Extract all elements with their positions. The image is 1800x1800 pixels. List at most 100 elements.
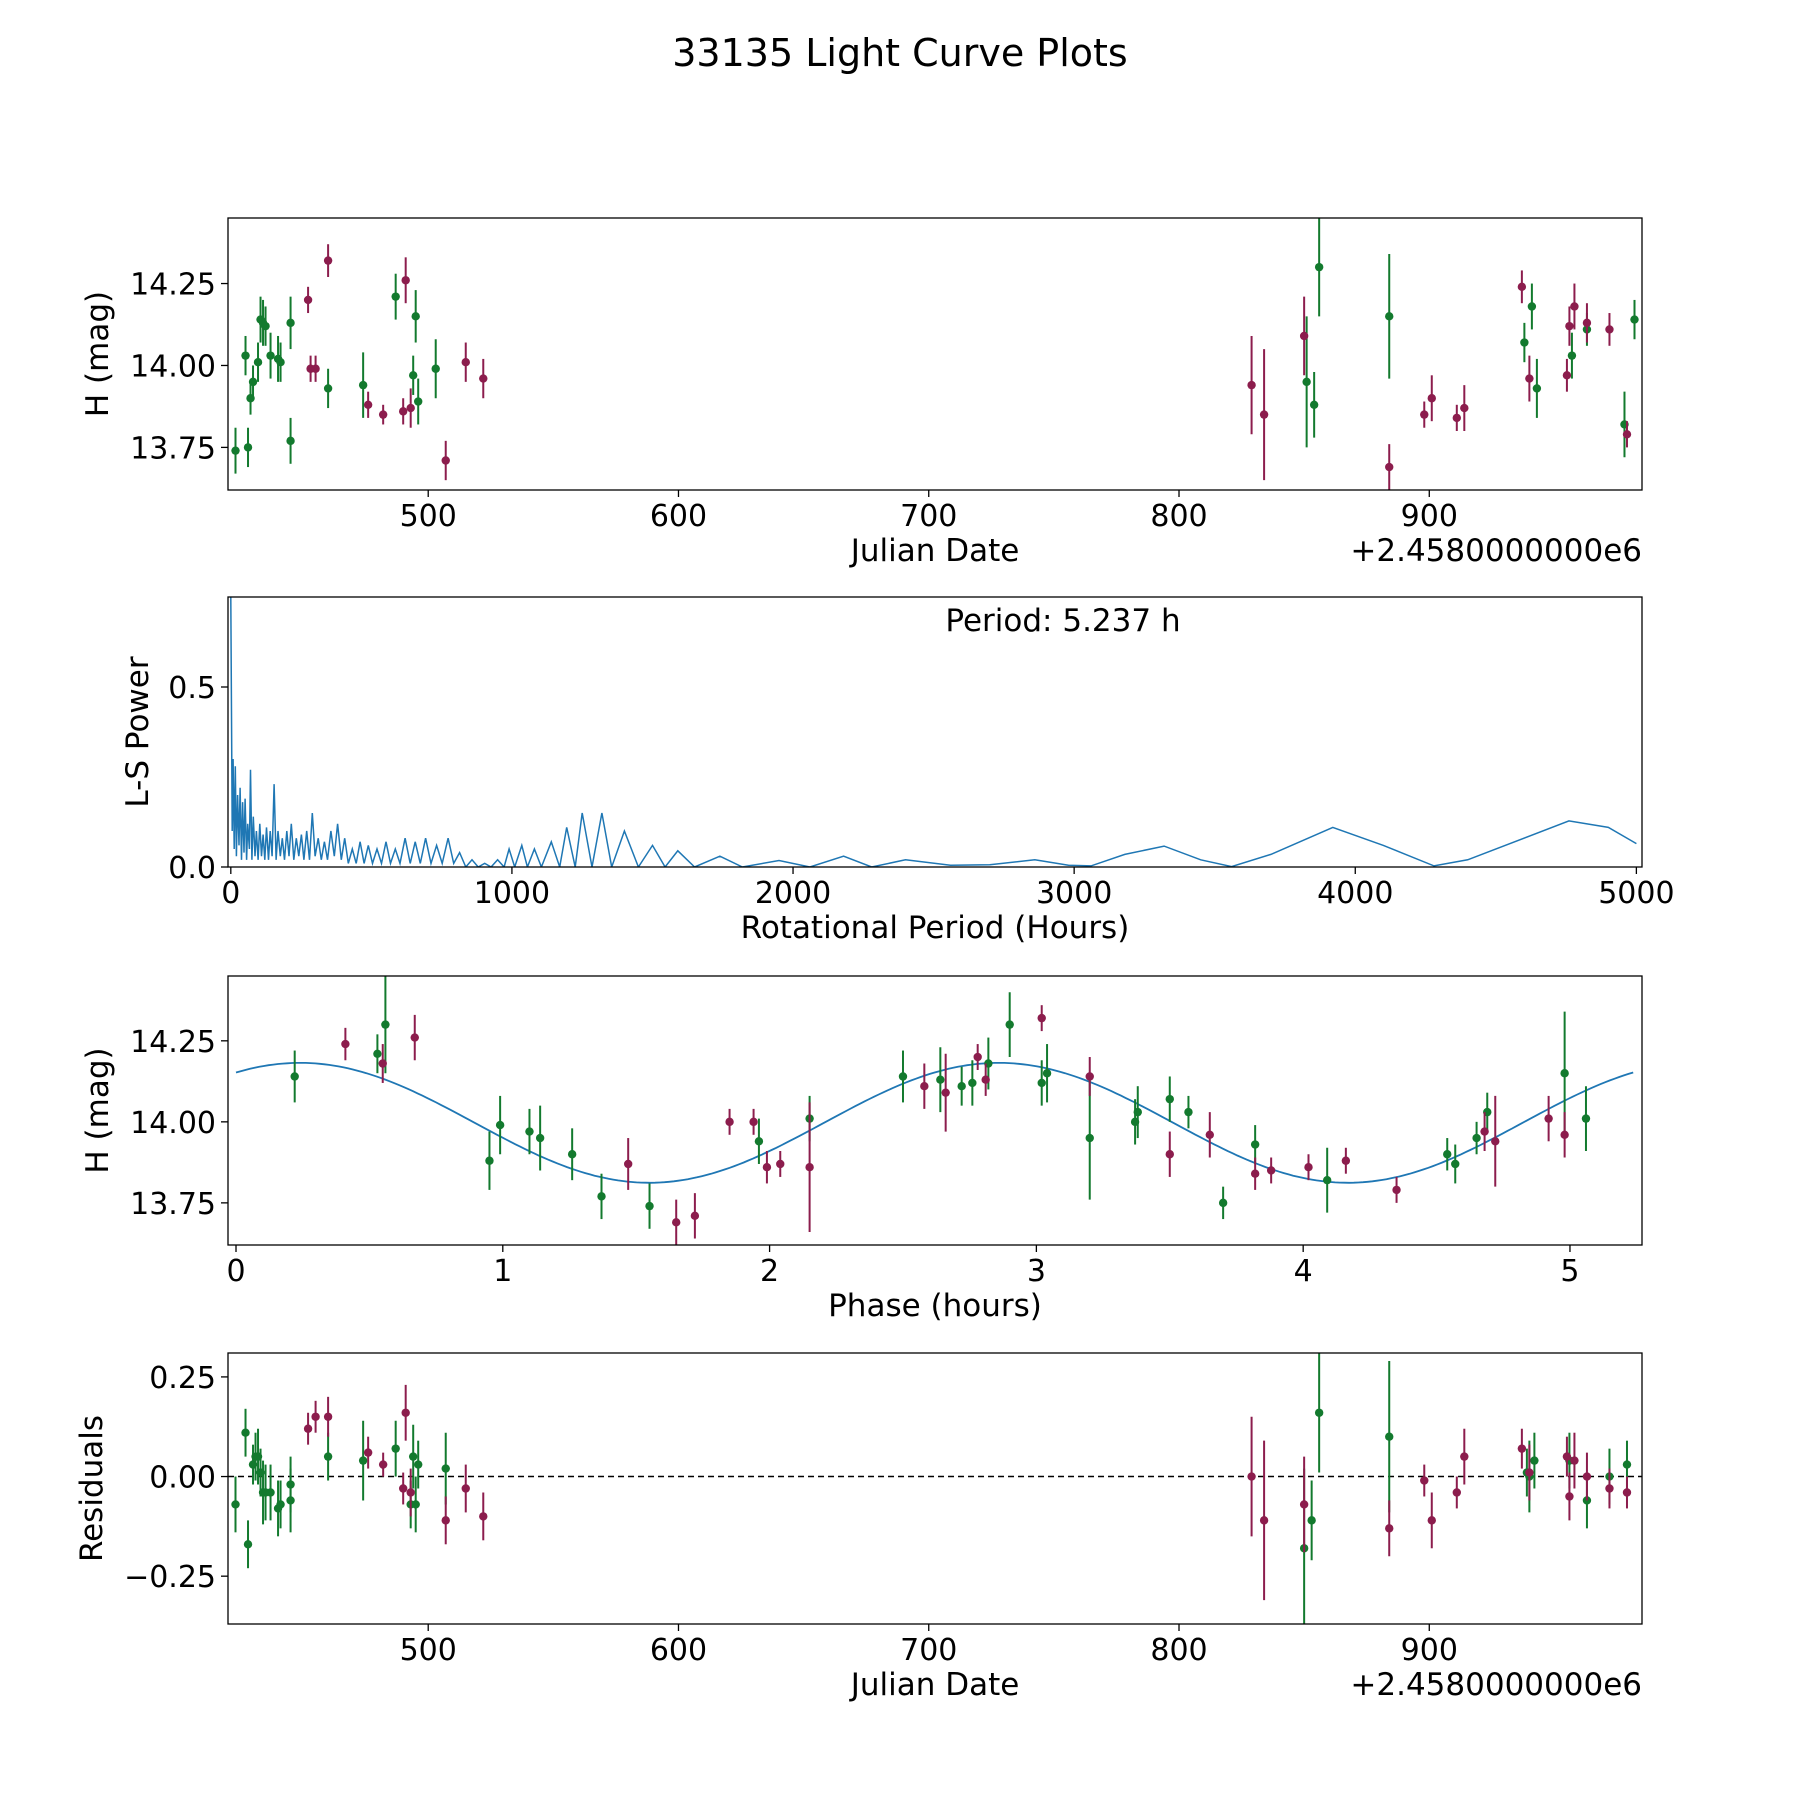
red-data-point (401, 276, 410, 285)
red-data-point (1452, 413, 1462, 423)
x-tick-label: 500 (400, 1633, 457, 1668)
red-data-point (1525, 374, 1534, 383)
red-data-point (1259, 410, 1269, 419)
y-tick-label: 13.75 (130, 1187, 216, 1222)
green-data-point (1451, 1159, 1460, 1169)
red-data-point (1259, 1516, 1269, 1525)
green-data-point (1133, 1107, 1142, 1117)
red-data-point (1562, 1452, 1572, 1461)
red-data-point (1247, 1472, 1256, 1481)
x-axis-label: Julian Date (849, 533, 1020, 569)
red-data-point (690, 1211, 700, 1221)
plot-area (228, 1353, 1661, 1624)
red-data-point (973, 1052, 982, 1062)
green-data-point (1520, 338, 1529, 347)
red-data-point (1427, 394, 1436, 403)
x-tick-label: 2 (760, 1254, 779, 1289)
green-data-point (231, 446, 240, 455)
red-data-point (1392, 1185, 1401, 1195)
red-data-point (672, 1218, 681, 1227)
green-data-point (290, 1072, 299, 1081)
red-data-point (941, 1088, 950, 1097)
green-data-point (1653, 1429, 1661, 1437)
red-data-point (461, 1484, 470, 1493)
green-data-point (1527, 302, 1537, 311)
green-data-point (1582, 1496, 1592, 1505)
green-data-point (898, 1072, 908, 1081)
x-tick-label: 3000 (1036, 876, 1112, 911)
x-axis-offset-text: +2.4580000000e6 (1350, 533, 1642, 569)
x-tick-label: 800 (1150, 499, 1207, 534)
x-tick-label: 900 (1401, 1633, 1458, 1668)
green-data-point (525, 1127, 534, 1136)
green-data-point (261, 321, 270, 331)
red-data-point (762, 1163, 772, 1172)
green-data-point (1530, 1456, 1539, 1465)
phase-folded-panel: 0 1 2 3 4 5 13.75 14.00 14.25 Phase (hours) H (mag… (80, 975, 1643, 1324)
y-tick-label: 14.25 (130, 1025, 216, 1060)
green-data-point (266, 351, 275, 360)
green-data-point (391, 292, 400, 301)
red-data-point (479, 1512, 488, 1521)
residuals-panel: 500 600 700 800 900 −0.25 0.00 0.25 Julian Date R… (74, 1352, 1661, 1703)
red-data-point (479, 374, 488, 383)
red-data-point (398, 407, 408, 416)
red-data-point (378, 410, 388, 419)
green-data-point (253, 357, 263, 367)
red-data-point (1250, 1169, 1260, 1178)
red-data-point (1565, 1492, 1574, 1501)
red-data-point (1266, 1166, 1276, 1175)
green-data-point (597, 1192, 606, 1201)
red-data-point (1427, 1516, 1436, 1525)
red-data-point (323, 256, 333, 265)
green-data-point (1385, 312, 1394, 321)
figure-title: 33135 Light Curve Plots (672, 31, 1127, 75)
y-tick-label: 14.25 (130, 268, 216, 303)
green-data-point (535, 1133, 545, 1143)
green-data-point (1037, 1078, 1046, 1088)
red-data-point (341, 1039, 350, 1049)
green-data-point (408, 371, 418, 380)
red-data-point (1517, 1444, 1527, 1453)
green-data-point (1302, 377, 1311, 387)
green-data-point (1307, 1516, 1316, 1525)
periodogram-line (230, 597, 1637, 867)
green-data-point (1165, 1094, 1174, 1104)
plot-area (230, 597, 1637, 867)
plot-area (235, 976, 1634, 1245)
red-data-point (1565, 321, 1574, 331)
x-tick-label: 3 (1027, 1254, 1046, 1289)
red-data-point (805, 1163, 814, 1172)
red-data-point (1460, 403, 1469, 413)
red-data-point (1525, 1468, 1534, 1477)
y-tick-label: 0.5 (168, 671, 216, 706)
x-tick-label: 2000 (755, 876, 831, 911)
red-data-point (378, 1059, 387, 1068)
y-tick-label: 14.00 (130, 1106, 216, 1141)
y-tick-label: 14.00 (130, 349, 216, 384)
green-data-point (1622, 1460, 1632, 1469)
red-data-point (1304, 1163, 1313, 1172)
green-data-point (1472, 1133, 1481, 1143)
x-tick-label: 4 (1294, 1254, 1313, 1289)
red-data-point (1622, 1488, 1632, 1497)
red-data-point (1517, 282, 1527, 292)
red-data-point (1037, 1013, 1046, 1023)
red-data-point (461, 357, 470, 367)
red-data-point (920, 1081, 929, 1091)
red-data-point (1582, 1472, 1592, 1481)
plot-area (231, 218, 1639, 490)
red-data-point (401, 1408, 410, 1417)
x-tick-label: 600 (650, 499, 707, 534)
y-tick-label: −0.25 (124, 1560, 216, 1595)
red-data-point (623, 1159, 633, 1169)
red-data-point (311, 1412, 320, 1421)
y-tick-label: 0.00 (149, 1461, 216, 1496)
green-data-point (276, 1500, 285, 1509)
green-data-point (1385, 1432, 1394, 1441)
x-tick-label: 900 (1401, 499, 1458, 534)
green-data-point (408, 1452, 418, 1461)
green-data-point (358, 1456, 368, 1465)
red-data-point (1420, 1476, 1429, 1485)
